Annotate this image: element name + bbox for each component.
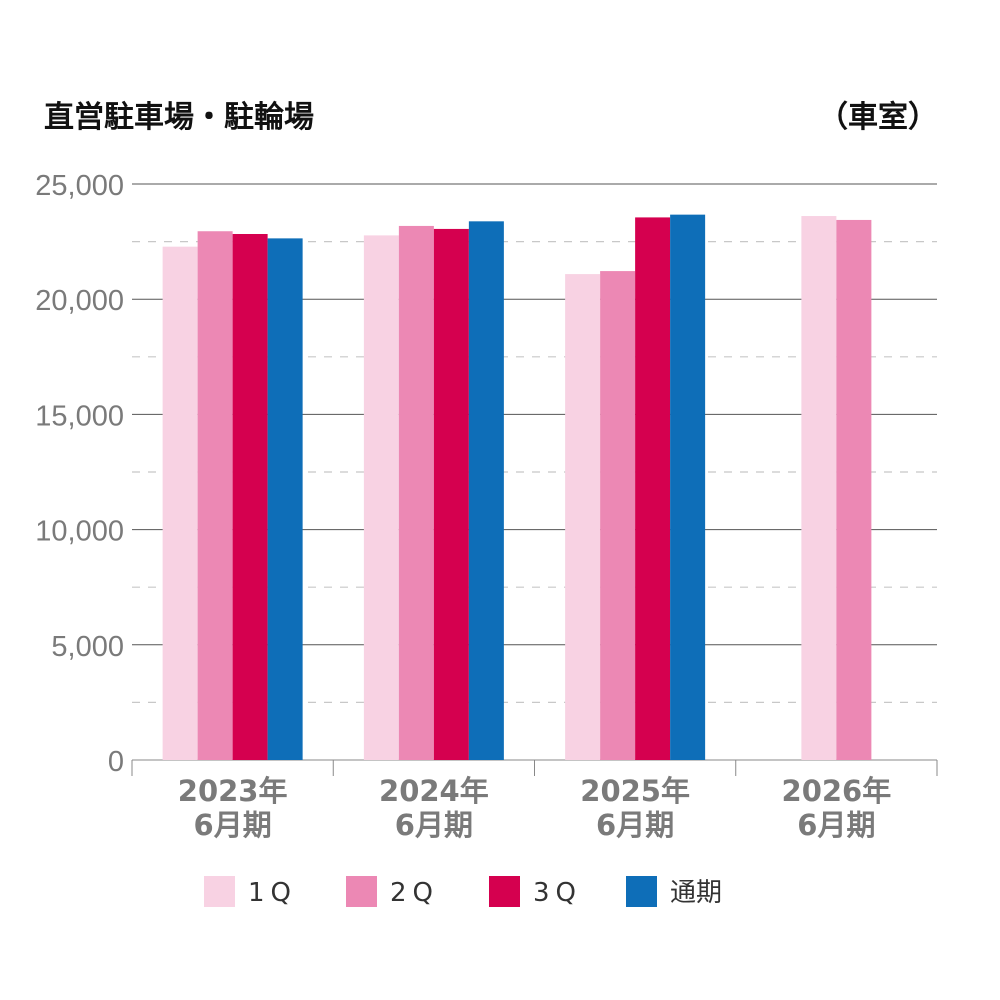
- legend-label: 1Q: [248, 878, 297, 908]
- bar: [635, 217, 671, 760]
- legend-label: 3Q: [533, 878, 582, 908]
- bar: [801, 216, 837, 760]
- y-tick-label: 5,000: [51, 631, 124, 663]
- x-tick-label: 6月期: [596, 808, 674, 842]
- x-tick-label: 6月期: [194, 808, 272, 842]
- legend-swatch: [346, 876, 377, 907]
- x-tick-label: 2025年: [580, 774, 690, 808]
- x-tick-label: 2024年: [379, 774, 489, 808]
- x-tick-label: 2023年: [178, 774, 288, 808]
- bar: [232, 233, 268, 760]
- x-tick-label: 2026年: [782, 774, 892, 808]
- bar: [363, 235, 399, 760]
- y-tick-label: 15,000: [35, 400, 124, 432]
- legend-swatch: [626, 876, 657, 907]
- y-tick-label: 20,000: [35, 285, 124, 317]
- bar: [600, 271, 636, 760]
- y-tick-label: 10,000: [35, 516, 124, 548]
- x-tick-label: 6月期: [395, 808, 473, 842]
- legend-swatch: [204, 876, 235, 907]
- chart-title: 直営駐車場・駐輪場: [44, 100, 314, 135]
- bar: [398, 225, 434, 760]
- legend-label: 通期: [670, 878, 722, 908]
- bar: [836, 219, 872, 761]
- x-tick-label: 6月期: [797, 808, 875, 842]
- bar: [197, 231, 233, 760]
- bar: [162, 246, 198, 760]
- y-tick-label: 0: [108, 746, 124, 778]
- unit-label: （車室）: [818, 100, 938, 135]
- bar: [433, 228, 469, 761]
- bar: [267, 238, 303, 761]
- legend-label: 2Q: [390, 878, 439, 908]
- bar: [670, 214, 706, 761]
- y-tick-label: 25,000: [35, 170, 124, 202]
- bar: [468, 221, 504, 760]
- bar: [565, 274, 601, 760]
- legend-swatch: [489, 876, 520, 907]
